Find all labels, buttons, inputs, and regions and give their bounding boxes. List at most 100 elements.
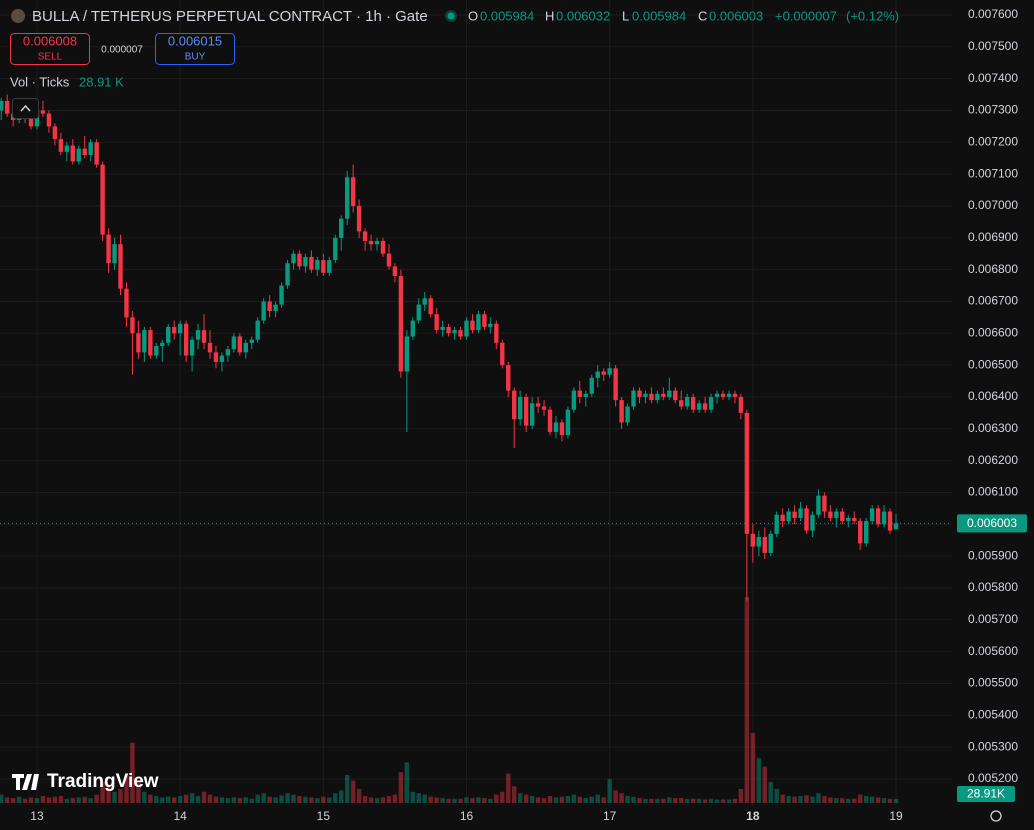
- candle-body: [846, 517, 851, 522]
- candle-body: [619, 400, 624, 423]
- settings-icon[interactable]: [990, 810, 1002, 822]
- y-tick-label: 0.006100: [968, 485, 1018, 499]
- status-dot: [447, 12, 455, 20]
- volume-bar: [201, 791, 207, 803]
- y-tick-label: 0.005600: [968, 644, 1018, 658]
- candle-body: [392, 266, 398, 276]
- candle-body: [404, 336, 410, 372]
- candle-body: [243, 342, 248, 353]
- volume-bar: [696, 798, 702, 803]
- y-tick-label: 0.007400: [968, 71, 1018, 85]
- candle-body: [303, 256, 308, 267]
- volume-bar: [124, 775, 129, 803]
- volume-bar: [852, 798, 857, 803]
- volume-tag: [957, 786, 1015, 802]
- volume-bar: [750, 733, 756, 803]
- buy-button[interactable]: [155, 33, 235, 65]
- candle-body: [410, 320, 416, 337]
- candle-body: [52, 126, 58, 140]
- candle-body: [679, 400, 684, 407]
- volume-bar: [535, 797, 541, 803]
- volume-bar: [374, 798, 380, 803]
- volume-bar: [64, 798, 70, 803]
- volume-bar: [267, 796, 272, 803]
- candle-body: [350, 177, 356, 206]
- y-tick-label: 0.006300: [968, 421, 1018, 435]
- candle-body: [673, 390, 678, 401]
- volume-bar: [243, 797, 248, 803]
- volume-bar: [34, 798, 40, 803]
- candle-body: [512, 390, 517, 420]
- volume-bar: [834, 798, 839, 803]
- volume-bar: [440, 798, 445, 803]
- volume-bar: [828, 797, 833, 803]
- candle-body: [452, 330, 457, 334]
- volume-bar: [583, 798, 589, 803]
- volume-bar: [279, 795, 284, 803]
- volume-legend-value: 28.91 K: [79, 74, 124, 89]
- candle-body: [887, 511, 893, 531]
- candle-body: [434, 314, 439, 331]
- candle-body: [494, 323, 499, 343]
- volume-bar: [738, 789, 744, 803]
- volume-bar: [869, 796, 875, 803]
- volume-bar: [446, 798, 451, 803]
- candle-body: [834, 511, 839, 518]
- volume-bar: [410, 791, 416, 803]
- volume-bar: [744, 597, 750, 803]
- buy-price: 0.006015: [168, 33, 222, 48]
- volume-bar: [887, 798, 893, 803]
- candle-body: [822, 495, 827, 512]
- volume-bar: [70, 798, 75, 803]
- overlay: BULLA / TETHERUS PERPETUAL CONTRACT · 1h…: [10, 8, 1002, 822]
- candle-body: [124, 288, 129, 318]
- volume-bar: [708, 798, 714, 803]
- volume-bar: [142, 791, 147, 803]
- candle-body: [380, 240, 386, 254]
- volume-bar: [661, 798, 666, 803]
- volume-bar: [619, 793, 624, 803]
- volume-bar: [148, 794, 153, 803]
- volume-bar: [488, 798, 493, 803]
- candle-body: [195, 330, 201, 340]
- volume-bar: [846, 798, 851, 803]
- candle-body: [714, 393, 720, 397]
- y-tick-label: 0.005200: [968, 771, 1018, 785]
- candle-body: [852, 517, 857, 522]
- x-tick-label: 16: [460, 809, 474, 823]
- candle-body: [285, 263, 290, 286]
- candle-body: [82, 148, 87, 156]
- volume-bar: [840, 798, 845, 803]
- candle-body: [422, 298, 427, 305]
- volume-bar: [798, 796, 803, 803]
- volume-bar: [297, 796, 302, 803]
- volume-bar: [255, 794, 260, 803]
- spread: 0.000007: [101, 45, 143, 56]
- candle-body: [881, 511, 887, 525]
- candle-body: [607, 368, 612, 375]
- quote-change-pct: (+0.12%): [846, 8, 899, 23]
- sell-button[interactable]: [10, 33, 90, 65]
- volume-bar: [46, 797, 52, 803]
- candle-body: [774, 514, 779, 534]
- volume-bar: [494, 794, 499, 803]
- candle-body: [118, 244, 123, 289]
- candle-body: [28, 116, 34, 127]
- candle-body: [613, 368, 618, 401]
- candle-body: [810, 514, 815, 531]
- collapse-button[interactable]: [12, 98, 39, 119]
- candle-body: [517, 396, 523, 420]
- brand-logo: [12, 774, 39, 790]
- volume-bar: [565, 796, 571, 803]
- volume-bar: [601, 797, 606, 803]
- y-tick-label: 0.007500: [968, 39, 1018, 53]
- volume-bar: [392, 794, 398, 803]
- candle-body: [476, 314, 481, 331]
- candle-body: [589, 377, 594, 394]
- volume-bar: [589, 796, 594, 803]
- volume-bar: [858, 794, 863, 803]
- volume-bar: [464, 797, 469, 803]
- candle-body: [249, 339, 254, 343]
